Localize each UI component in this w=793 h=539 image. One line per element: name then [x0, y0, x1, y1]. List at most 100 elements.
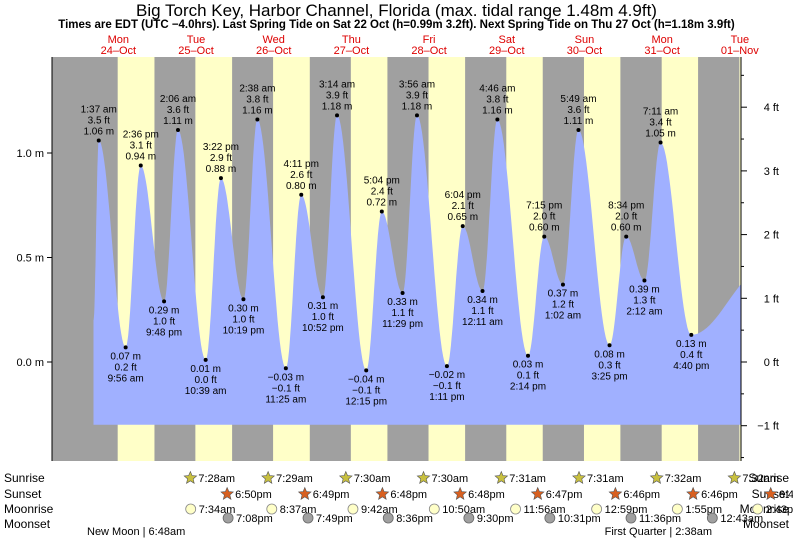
sunrise-time: 7:29am [276, 473, 313, 485]
tide-ft-label: −0.1 ft [433, 381, 461, 392]
tide-point-high [138, 163, 143, 168]
tide-time-label: 11:25 am [265, 394, 306, 405]
moon-phase-label: New Moon | 6:48am [87, 526, 185, 538]
tide-point-low [123, 345, 128, 350]
sunset-time: 6:50pm [235, 489, 272, 501]
tide-ft-label: 2.4 ft [371, 187, 393, 198]
moonrise-time: 10:50am [442, 504, 485, 516]
day-header-date: 25–Oct [178, 45, 213, 57]
y-tick-label-ft: 3 ft [764, 166, 779, 178]
day-header-date: 01–Nov [721, 45, 759, 57]
tide-ft-label: 3.8 ft [246, 95, 268, 106]
sunrise-icon [649, 470, 664, 484]
sunset-icon [375, 486, 390, 500]
day-header-weekday: Sun [575, 34, 595, 46]
tide-time-label: 8:34 pm [608, 201, 644, 212]
tide-point-low [320, 295, 325, 300]
tide-point-high [576, 128, 581, 133]
tide-ft-label: 1.0 ft [153, 316, 175, 327]
day-header-date: 26–Oct [256, 45, 291, 57]
sunset-time: 6:46pm [701, 489, 738, 501]
tide-m-label: 1.06 m [83, 126, 114, 137]
day-header-date: 29–Oct [489, 45, 524, 57]
tide-ft-label: 1.0 ft [312, 312, 334, 323]
tide-m-label: 1.18 m [322, 101, 353, 112]
tide-point-low [526, 353, 531, 358]
tide-point-low [364, 368, 369, 373]
tide-m-label: 0.65 m [447, 212, 478, 223]
tide-point-high [299, 192, 304, 197]
day-header-weekday: Fri [423, 34, 436, 46]
moonrise-icon [266, 503, 278, 515]
tide-m-label: 0.01 m [190, 364, 221, 375]
tide-time-label: 1:37 am [81, 104, 117, 115]
tide-point-high [414, 113, 419, 118]
daylight-band [739, 57, 741, 461]
sunrise-time: 7:30am [432, 473, 469, 485]
tide-time-label: 10:39 am [185, 386, 227, 397]
y-tick-label-ft: −1 ft [757, 421, 779, 433]
sunrise-icon [727, 470, 742, 484]
sunrise-time: 7:31am [587, 473, 624, 485]
moonrise-icon [752, 503, 764, 515]
tide-ft-label: 3.9 ft [326, 90, 348, 101]
tide-ft-label: 1.0 ft [232, 314, 254, 325]
sunrise-icon [261, 470, 276, 484]
sunset-icon [297, 486, 312, 500]
tide-m-label: 1.05 m [645, 129, 676, 140]
tide-time-label: 3:25 pm [591, 371, 627, 382]
tide-time-label: 5:04 pm [364, 176, 400, 187]
sunrise-time: 7:31am [509, 473, 546, 485]
tide-point-low [283, 366, 288, 371]
tide-ft-label: 2.9 ft [210, 153, 232, 164]
sunrise-time: 7:32am [665, 473, 702, 485]
tide-m-label: 0.31 m [308, 301, 339, 312]
moonrise-icon [185, 503, 197, 515]
day-header-weekday: Thu [342, 34, 361, 46]
tide-time-label: 12:15 pm [345, 396, 387, 407]
sunrise-icon [494, 470, 509, 484]
day-header-weekday: Wed [263, 34, 285, 46]
moonset-icon [222, 512, 234, 524]
tide-m-label: 0.03 m [513, 360, 544, 371]
tide-m-label: 0.39 m [629, 284, 660, 295]
row-label-left: Sunrise [4, 471, 45, 485]
tide-m-label: 0.72 m [367, 198, 398, 209]
day-header-date: 28–Oct [411, 45, 446, 57]
sunset-icon [220, 486, 235, 500]
tide-time-label: 2:38 am [239, 84, 275, 95]
tide-ft-label: 2.1 ft [452, 201, 474, 212]
tide-point-high [96, 138, 101, 143]
tide-ft-label: 0.2 ft [115, 362, 137, 373]
moonset-icon [706, 512, 718, 524]
tide-m-label: −0.04 m [348, 374, 384, 385]
tide-point-low [689, 332, 694, 337]
tide-m-label: 0.33 m [387, 297, 418, 308]
row-label-left: Moonset [4, 517, 51, 531]
tide-ft-label: 0.3 ft [598, 360, 620, 371]
tide-point-high [460, 224, 465, 229]
sunset-time: 6:49pm [313, 489, 350, 501]
tide-point-low [162, 299, 167, 304]
tide-ft-label: 3.6 ft [567, 105, 589, 116]
tide-point-high [255, 117, 260, 122]
moonset-time: 8:36pm [396, 513, 433, 525]
sunset-time: 6:48pm [468, 489, 505, 501]
tide-point-low [642, 278, 647, 283]
tide-ft-label: 3.6 ft [167, 105, 189, 116]
tide-m-label: 0.80 m [286, 181, 317, 192]
tide-time-label: 6:04 pm [445, 190, 481, 201]
row-label-right: Moonset [743, 517, 790, 531]
tide-ft-label: 1.1 ft [391, 308, 413, 319]
moon-phase-label: First Quarter | 2:38am [605, 526, 712, 538]
tide-time-label: 9:56 am [108, 373, 144, 384]
row-label-left: Sunset [4, 487, 42, 501]
tide-time-label: 9:48 pm [146, 327, 182, 338]
tide-time-label: 4:11 pm [284, 159, 319, 170]
sunset-icon [453, 486, 468, 500]
day-header-weekday: Mon [108, 34, 129, 46]
sunset-icon [686, 486, 701, 500]
tide-point-high [218, 176, 223, 181]
sunrise-icon [416, 470, 431, 484]
tide-m-label: 0.13 m [676, 339, 707, 350]
